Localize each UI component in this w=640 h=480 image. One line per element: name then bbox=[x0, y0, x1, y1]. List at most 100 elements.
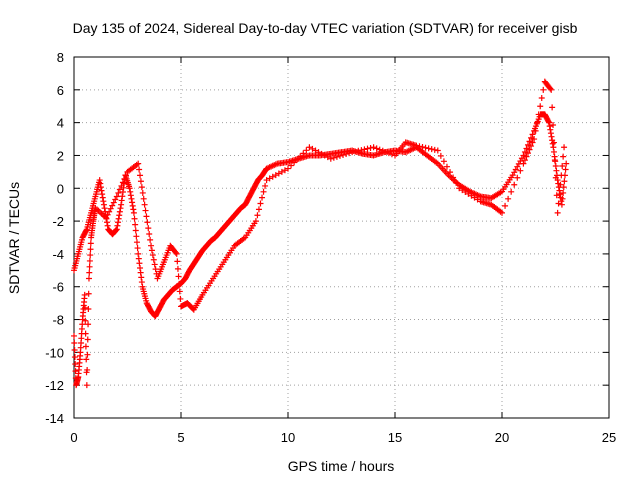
data-point bbox=[523, 153, 530, 160]
data-point bbox=[83, 227, 90, 234]
data-point bbox=[550, 139, 557, 146]
data-point bbox=[315, 149, 322, 156]
data-point bbox=[84, 336, 91, 343]
y-axis-label: SDTVAR / TECUs bbox=[6, 182, 22, 294]
data-point bbox=[558, 201, 565, 208]
data-point bbox=[131, 215, 138, 222]
data-point bbox=[511, 181, 518, 188]
data-point bbox=[336, 152, 343, 159]
data-point bbox=[136, 260, 143, 267]
data-point bbox=[505, 195, 512, 202]
data-point bbox=[428, 146, 435, 153]
data-point bbox=[263, 177, 270, 184]
data-point bbox=[528, 143, 535, 150]
data-point bbox=[547, 85, 554, 92]
data-point bbox=[373, 145, 380, 152]
data-point bbox=[119, 189, 126, 196]
data-point bbox=[144, 219, 151, 226]
data-point bbox=[526, 146, 533, 153]
data-point bbox=[85, 290, 92, 297]
data-point bbox=[148, 247, 155, 254]
chart-title: Day 135 of 2024, Sidereal Day-to-day VTE… bbox=[73, 20, 578, 36]
data-point bbox=[545, 118, 552, 125]
data-point bbox=[119, 193, 126, 200]
data-point bbox=[257, 200, 264, 207]
data-point bbox=[260, 188, 267, 195]
data-point bbox=[528, 134, 535, 141]
data-point bbox=[137, 178, 144, 185]
data-point bbox=[119, 179, 126, 186]
data-point bbox=[520, 160, 527, 167]
data-point bbox=[561, 178, 568, 185]
data-point bbox=[100, 201, 107, 208]
data-point bbox=[343, 151, 350, 158]
data-point bbox=[151, 261, 158, 268]
data-point bbox=[114, 222, 121, 229]
data-point bbox=[84, 366, 91, 373]
data-point bbox=[456, 185, 463, 192]
x-tick-label: 10 bbox=[281, 430, 295, 445]
data-point bbox=[549, 104, 556, 111]
data-point bbox=[425, 145, 432, 152]
y-tick-label: -2 bbox=[52, 214, 64, 229]
data-point bbox=[324, 154, 331, 161]
data-point bbox=[553, 192, 560, 199]
data-point bbox=[118, 197, 125, 204]
y-tick-label: 6 bbox=[57, 83, 64, 98]
data-point bbox=[422, 144, 429, 151]
data-point bbox=[355, 147, 362, 154]
data-point bbox=[117, 205, 124, 212]
y-tick-label: -8 bbox=[52, 313, 64, 328]
data-point bbox=[143, 213, 150, 220]
data-point bbox=[115, 189, 122, 196]
data-point bbox=[252, 218, 259, 225]
data-point bbox=[552, 163, 559, 170]
data-point bbox=[388, 151, 395, 158]
data-point bbox=[379, 147, 386, 154]
data-point bbox=[87, 246, 94, 253]
data-point bbox=[176, 280, 183, 287]
data-point bbox=[524, 141, 531, 148]
data-point bbox=[104, 222, 111, 229]
data-point bbox=[385, 150, 392, 157]
data-point bbox=[437, 152, 444, 159]
data-point bbox=[431, 146, 438, 153]
data-point bbox=[141, 201, 148, 208]
data-point bbox=[104, 211, 111, 218]
data-point bbox=[517, 167, 524, 174]
data-point bbox=[85, 275, 92, 282]
data-point bbox=[146, 230, 153, 237]
data-point bbox=[112, 196, 119, 203]
data-point bbox=[133, 239, 140, 246]
data-point bbox=[474, 196, 481, 203]
data-point bbox=[173, 250, 180, 257]
data-point bbox=[440, 158, 447, 165]
data-point bbox=[116, 208, 123, 215]
data-point bbox=[72, 361, 79, 368]
data-point bbox=[557, 181, 564, 188]
data-point bbox=[82, 304, 89, 311]
data-point bbox=[138, 279, 145, 286]
data-point bbox=[116, 186, 123, 193]
data-point bbox=[137, 269, 144, 276]
y-tick-label: -14 bbox=[45, 411, 64, 426]
grid-lines bbox=[74, 57, 609, 418]
data-point bbox=[521, 157, 528, 164]
data-point bbox=[532, 127, 539, 134]
data-point bbox=[358, 147, 365, 154]
data-point bbox=[137, 264, 144, 271]
data-point bbox=[546, 119, 553, 126]
data-point bbox=[266, 175, 273, 182]
data-point bbox=[547, 130, 554, 137]
data-point bbox=[382, 148, 389, 155]
data-point bbox=[419, 144, 426, 151]
data-point bbox=[87, 252, 94, 259]
data-point bbox=[462, 189, 469, 196]
data-point bbox=[106, 208, 113, 215]
data-point bbox=[82, 330, 89, 337]
data-point bbox=[560, 189, 567, 196]
data-point bbox=[524, 150, 531, 157]
data-point bbox=[122, 172, 129, 179]
data-point bbox=[550, 121, 557, 128]
data-point bbox=[130, 209, 137, 216]
